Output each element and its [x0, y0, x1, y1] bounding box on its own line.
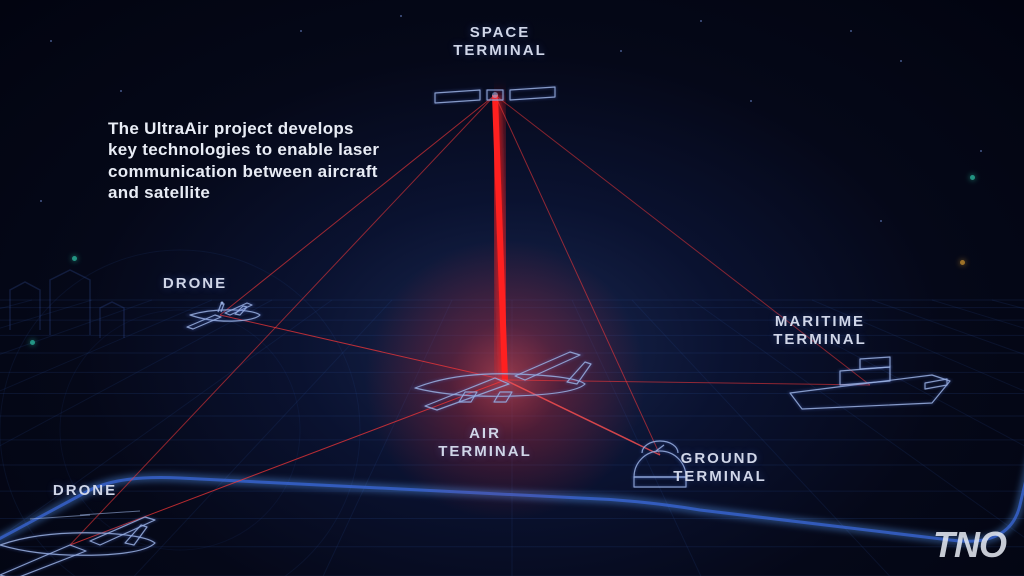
label-space: SPACE TERMINAL — [453, 24, 547, 60]
label-drone1: DRONE — [163, 275, 227, 293]
accent-dot — [30, 340, 35, 345]
label-ground: GROUND TERMINAL — [673, 450, 767, 486]
star — [300, 30, 302, 32]
label-maritime: MARITIME TERMINAL — [773, 313, 867, 349]
brand-logo: TNO — [933, 524, 1006, 566]
accent-dot — [72, 256, 77, 261]
accent-dot — [960, 260, 965, 265]
star — [980, 150, 982, 152]
star — [620, 50, 622, 52]
star — [880, 220, 882, 222]
star — [700, 20, 702, 22]
accent-dot — [970, 175, 975, 180]
satellite-icon — [435, 87, 555, 103]
star — [750, 100, 752, 102]
star — [50, 40, 52, 42]
star — [120, 90, 122, 92]
label-drone2: DRONE — [53, 482, 117, 500]
star — [400, 15, 402, 17]
star — [40, 200, 42, 202]
ship-icon — [790, 357, 950, 409]
star — [850, 30, 852, 32]
description-text: The UltraAir project develops key techno… — [108, 118, 388, 203]
label-air: AIR TERMINAL — [438, 425, 532, 461]
diagram-canvas — [0, 0, 1024, 576]
star — [900, 60, 902, 62]
